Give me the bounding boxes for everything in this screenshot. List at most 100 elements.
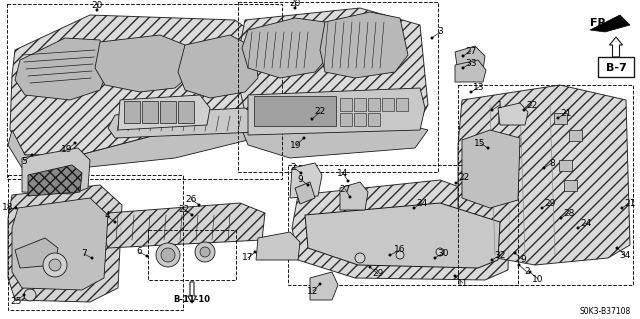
Circle shape bbox=[388, 254, 392, 256]
Text: 13: 13 bbox=[473, 83, 484, 92]
Circle shape bbox=[396, 251, 404, 259]
Text: 19: 19 bbox=[291, 140, 301, 150]
Text: 29: 29 bbox=[372, 270, 384, 278]
Text: 1: 1 bbox=[497, 100, 503, 109]
Text: 7: 7 bbox=[81, 249, 87, 258]
Text: 24: 24 bbox=[417, 198, 428, 207]
Circle shape bbox=[113, 220, 116, 224]
FancyBboxPatch shape bbox=[396, 98, 408, 110]
Polygon shape bbox=[590, 15, 630, 32]
Text: 30: 30 bbox=[437, 249, 449, 257]
Polygon shape bbox=[498, 103, 528, 125]
Text: 18: 18 bbox=[3, 204, 13, 212]
Circle shape bbox=[369, 265, 371, 269]
FancyBboxPatch shape bbox=[124, 101, 140, 123]
Text: 5: 5 bbox=[21, 157, 27, 166]
Circle shape bbox=[470, 91, 472, 93]
Circle shape bbox=[461, 66, 465, 70]
Circle shape bbox=[90, 256, 93, 259]
Circle shape bbox=[577, 226, 579, 229]
Circle shape bbox=[346, 180, 349, 182]
Circle shape bbox=[513, 251, 516, 255]
Polygon shape bbox=[295, 182, 315, 204]
Circle shape bbox=[49, 259, 61, 271]
Circle shape bbox=[543, 167, 545, 169]
Polygon shape bbox=[320, 12, 408, 78]
Circle shape bbox=[24, 289, 36, 301]
Polygon shape bbox=[108, 108, 260, 138]
Text: FR.: FR. bbox=[589, 18, 611, 28]
Polygon shape bbox=[95, 35, 190, 92]
Polygon shape bbox=[15, 238, 58, 268]
Text: 22: 22 bbox=[314, 108, 326, 116]
FancyBboxPatch shape bbox=[254, 96, 336, 126]
Circle shape bbox=[253, 250, 257, 254]
Circle shape bbox=[319, 283, 321, 286]
Polygon shape bbox=[240, 8, 428, 140]
Polygon shape bbox=[455, 46, 485, 72]
Circle shape bbox=[191, 213, 193, 217]
Circle shape bbox=[454, 275, 456, 278]
Text: 6: 6 bbox=[136, 248, 142, 256]
Polygon shape bbox=[240, 125, 428, 158]
Circle shape bbox=[461, 55, 465, 57]
Text: 32: 32 bbox=[494, 250, 506, 259]
Polygon shape bbox=[28, 165, 82, 196]
Circle shape bbox=[616, 247, 618, 249]
Circle shape bbox=[541, 206, 543, 210]
Polygon shape bbox=[256, 232, 300, 260]
Text: 9: 9 bbox=[520, 256, 526, 264]
Polygon shape bbox=[178, 35, 258, 98]
Polygon shape bbox=[305, 203, 500, 268]
Circle shape bbox=[454, 182, 458, 184]
Polygon shape bbox=[8, 185, 122, 302]
Text: 20: 20 bbox=[289, 0, 301, 8]
Text: 26: 26 bbox=[186, 195, 196, 204]
Circle shape bbox=[74, 142, 77, 145]
Polygon shape bbox=[310, 272, 338, 300]
Circle shape bbox=[15, 206, 17, 210]
Polygon shape bbox=[102, 203, 265, 248]
Circle shape bbox=[300, 172, 303, 174]
FancyArrow shape bbox=[188, 282, 196, 303]
Text: 34: 34 bbox=[620, 250, 630, 259]
Circle shape bbox=[303, 137, 305, 139]
Circle shape bbox=[621, 206, 623, 210]
Text: 27: 27 bbox=[465, 47, 477, 56]
FancyBboxPatch shape bbox=[563, 180, 577, 190]
Circle shape bbox=[95, 9, 99, 11]
Text: 2: 2 bbox=[290, 162, 296, 172]
FancyBboxPatch shape bbox=[367, 98, 380, 110]
FancyArrow shape bbox=[609, 37, 623, 57]
Circle shape bbox=[522, 108, 525, 112]
Text: 2: 2 bbox=[524, 268, 530, 277]
FancyBboxPatch shape bbox=[339, 113, 351, 125]
Circle shape bbox=[161, 248, 175, 262]
FancyBboxPatch shape bbox=[554, 113, 566, 123]
Circle shape bbox=[433, 256, 436, 259]
Text: 9: 9 bbox=[297, 174, 303, 183]
Text: S0K3-B37108: S0K3-B37108 bbox=[579, 308, 630, 316]
FancyBboxPatch shape bbox=[142, 101, 158, 123]
Polygon shape bbox=[455, 60, 486, 82]
Circle shape bbox=[349, 196, 351, 198]
Circle shape bbox=[198, 204, 200, 206]
Circle shape bbox=[436, 248, 444, 256]
Polygon shape bbox=[15, 38, 110, 100]
Polygon shape bbox=[458, 85, 630, 265]
Text: 14: 14 bbox=[337, 168, 349, 177]
Circle shape bbox=[518, 263, 520, 266]
Circle shape bbox=[156, 243, 180, 267]
FancyBboxPatch shape bbox=[339, 98, 351, 110]
Text: 24: 24 bbox=[580, 219, 591, 227]
Text: 12: 12 bbox=[307, 286, 319, 295]
Text: 15: 15 bbox=[474, 138, 486, 147]
Text: 22: 22 bbox=[526, 100, 538, 109]
Circle shape bbox=[486, 146, 490, 150]
FancyBboxPatch shape bbox=[160, 101, 176, 123]
Polygon shape bbox=[22, 148, 90, 194]
Circle shape bbox=[413, 206, 415, 210]
Polygon shape bbox=[118, 95, 210, 130]
Text: 19: 19 bbox=[61, 145, 73, 154]
Polygon shape bbox=[248, 88, 425, 135]
